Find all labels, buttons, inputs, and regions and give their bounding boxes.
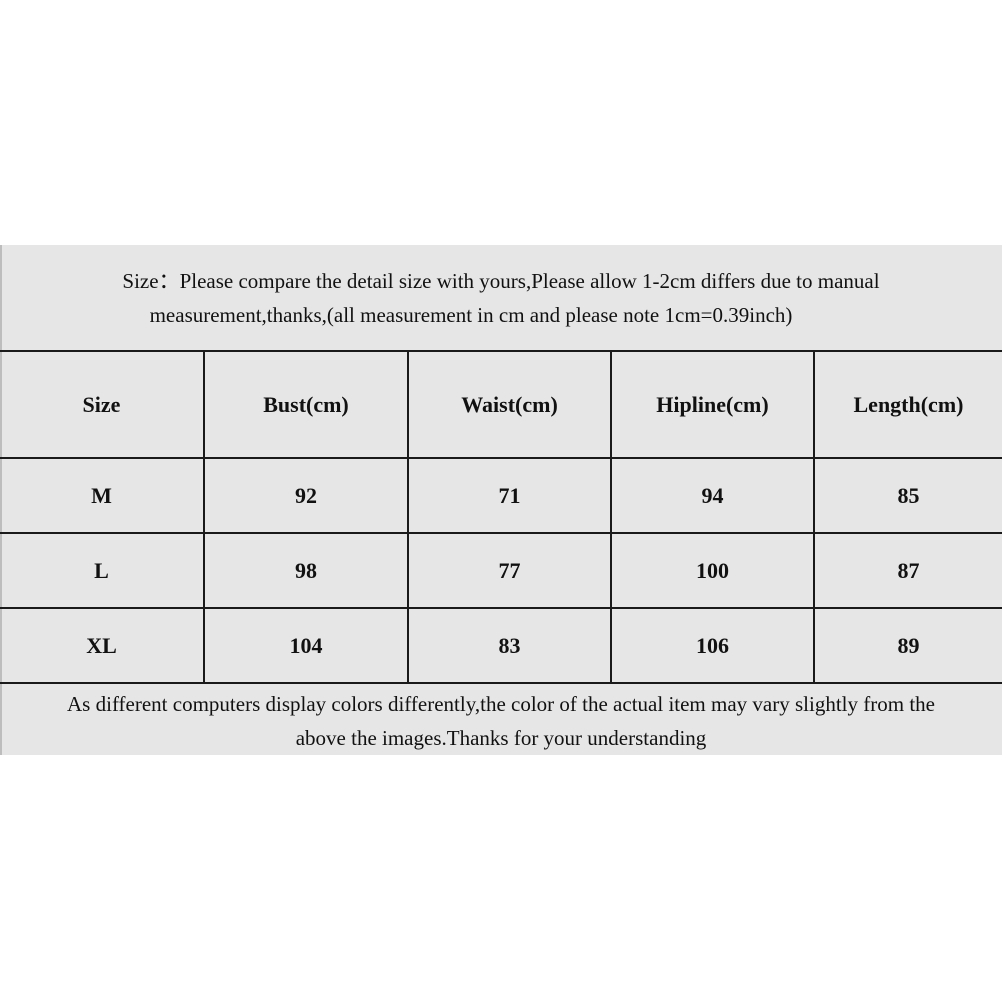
- size-intro-note: Size：Please compare the detail size with…: [0, 264, 1002, 332]
- table-header-row: Size Bust(cm) Waist(cm) Hipline(cm) Leng…: [0, 350, 1002, 459]
- header-length: Length(cm): [813, 350, 1002, 459]
- cell-hipline: 106: [610, 607, 815, 684]
- cell-bust: 104: [203, 607, 409, 684]
- color-disclaimer: As different computers display colors di…: [0, 687, 1002, 755]
- header-bust: Bust(cm): [203, 350, 409, 459]
- header-waist: Waist(cm): [407, 350, 612, 459]
- cell-size: M: [0, 457, 205, 534]
- table-row: M 92 71 94 85: [0, 457, 1002, 534]
- size-table: Size Bust(cm) Waist(cm) Hipline(cm) Leng…: [0, 350, 1002, 684]
- cell-length: 85: [813, 457, 1002, 534]
- cell-length: 89: [813, 607, 1002, 684]
- table-row: XL 104 83 106 89: [0, 607, 1002, 684]
- footer-line-1: As different computers display colors di…: [67, 692, 935, 716]
- cell-length: 87: [813, 532, 1002, 609]
- header-hipline: Hipline(cm): [610, 350, 815, 459]
- footer-line-2: above the images.Thanks for your underst…: [295, 726, 707, 750]
- cell-hipline: 100: [610, 532, 815, 609]
- cell-hipline: 94: [610, 457, 815, 534]
- cell-size: XL: [0, 607, 205, 684]
- cell-size: L: [0, 532, 205, 609]
- intro-line-2: measurement,thanks,(all measurement in c…: [149, 303, 793, 327]
- header-size: Size: [0, 350, 205, 459]
- cell-bust: 92: [203, 457, 409, 534]
- cell-waist: 77: [407, 532, 612, 609]
- cell-waist: 71: [407, 457, 612, 534]
- intro-line-1: Size：Please compare the detail size with…: [122, 269, 880, 293]
- cell-bust: 98: [203, 532, 409, 609]
- table-row: L 98 77 100 87: [0, 532, 1002, 609]
- cell-waist: 83: [407, 607, 612, 684]
